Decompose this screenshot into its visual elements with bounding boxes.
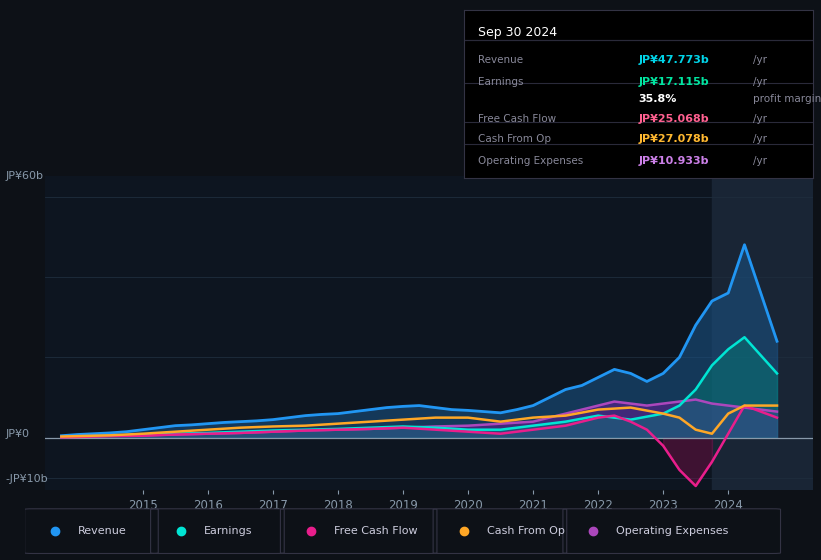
Text: /yr: /yr (754, 55, 768, 65)
Text: JP¥27.078b: JP¥27.078b (639, 134, 709, 144)
Text: /yr: /yr (754, 156, 768, 166)
Text: JP¥47.773b: JP¥47.773b (639, 55, 709, 65)
Text: Cash From Op: Cash From Op (478, 134, 551, 144)
Text: profit margin: profit margin (754, 94, 821, 104)
Text: -JP¥10b: -JP¥10b (6, 474, 48, 484)
Text: /yr: /yr (754, 114, 768, 124)
Text: Operating Expenses: Operating Expenses (478, 156, 583, 166)
Text: /yr: /yr (754, 77, 768, 87)
Text: Free Cash Flow: Free Cash Flow (478, 114, 556, 124)
Text: JP¥17.115b: JP¥17.115b (639, 77, 709, 87)
Text: Revenue: Revenue (78, 526, 126, 535)
Text: JP¥25.068b: JP¥25.068b (639, 114, 709, 124)
Text: Earnings: Earnings (204, 526, 253, 535)
Text: Cash From Op: Cash From Op (487, 526, 565, 535)
Text: JP¥60b: JP¥60b (6, 171, 44, 181)
Text: 35.8%: 35.8% (639, 94, 677, 104)
Text: Revenue: Revenue (478, 55, 523, 65)
Text: /yr: /yr (754, 134, 768, 144)
Text: JP¥0: JP¥0 (6, 429, 30, 439)
Text: Free Cash Flow: Free Cash Flow (334, 526, 418, 535)
Text: Operating Expenses: Operating Expenses (617, 526, 729, 535)
Bar (712, 176, 813, 490)
Text: Earnings: Earnings (478, 77, 523, 87)
Text: JP¥10.933b: JP¥10.933b (639, 156, 709, 166)
Text: Sep 30 2024: Sep 30 2024 (478, 26, 557, 39)
